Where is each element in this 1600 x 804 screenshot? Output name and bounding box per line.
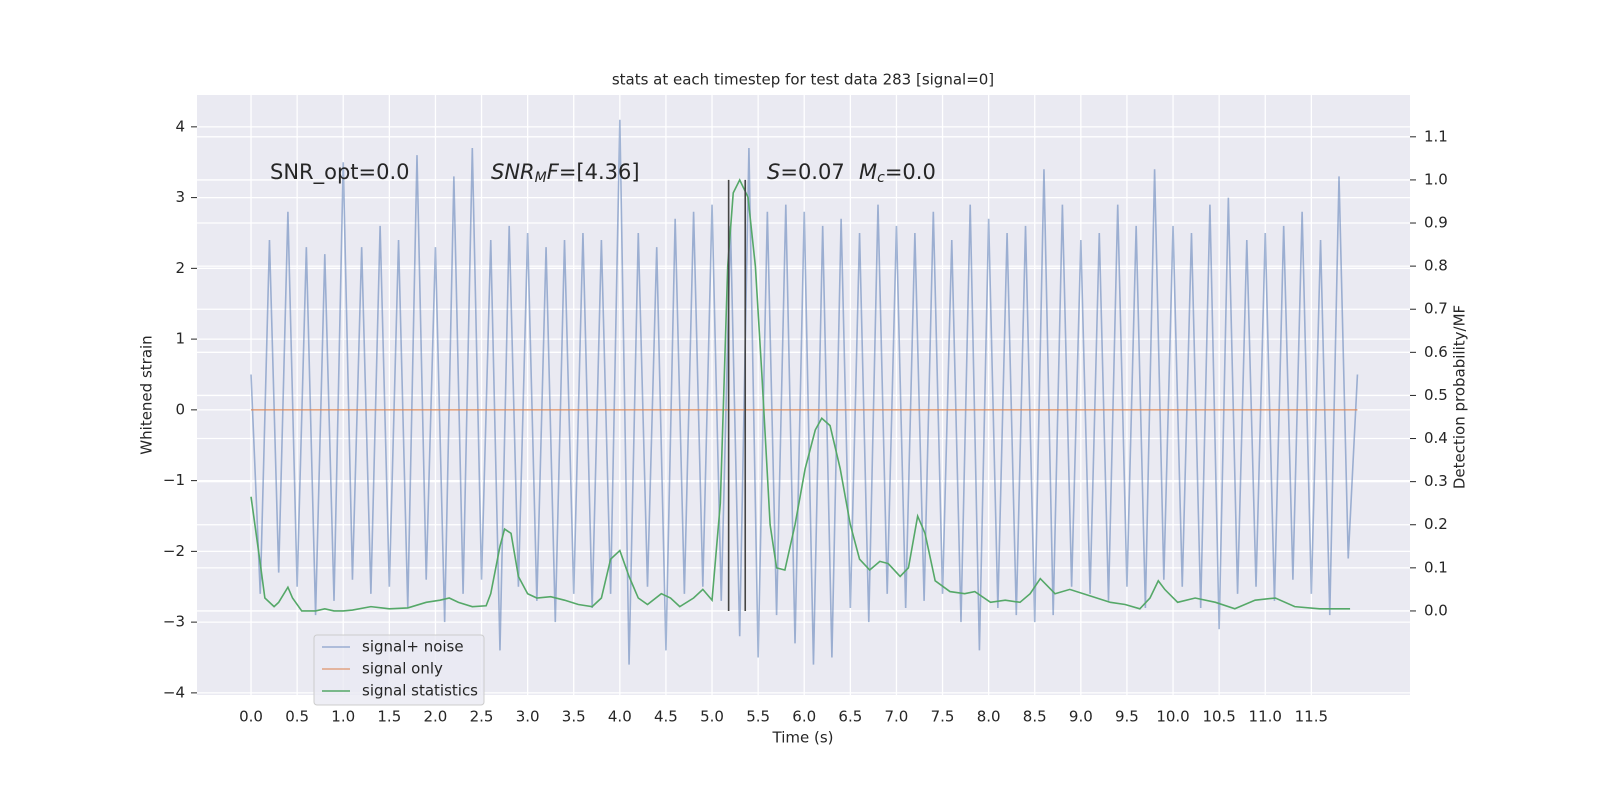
y-tick-label: 4 <box>175 117 185 135</box>
x-tick-label: 6.0 <box>792 708 816 726</box>
x-tick-label: 3.0 <box>516 708 540 726</box>
y2-tick-label: 0.8 <box>1424 257 1448 275</box>
legend: signal+ noise signal only signal statistic… <box>313 634 485 706</box>
x-tick-label: 0.5 <box>285 708 309 726</box>
x-tick-label: 2.5 <box>470 708 494 726</box>
x-tick-label: 2.0 <box>424 708 448 726</box>
annotation-part: SNR <box>491 160 535 184</box>
x-tick-label: 1.0 <box>331 708 355 726</box>
annotation-part: =0.0 <box>885 160 936 184</box>
annotation: SNRMF=[4.36] <box>491 160 640 186</box>
series-line <box>250 119 1359 665</box>
y2-tick-label: 0.7 <box>1424 300 1448 318</box>
x-tick-label: 7.0 <box>885 708 909 726</box>
x-tick-label: 10.5 <box>1202 708 1235 726</box>
y-tick-label: −3 <box>163 613 185 631</box>
annotation-part: M <box>859 160 877 184</box>
annotation: Mc=0.0 <box>859 160 936 186</box>
x-tick-label: 5.0 <box>700 708 724 726</box>
marks <box>250 119 1359 665</box>
legend-box <box>313 634 485 706</box>
y-tick-label: 1 <box>175 330 185 348</box>
y2-axis-label: Detection probability/MF <box>1451 305 1469 489</box>
y2-tick-label: 0.6 <box>1424 343 1448 361</box>
y-tick-label: 2 <box>175 259 185 277</box>
y2-tick-label: 0.1 <box>1424 558 1448 576</box>
annotation: S=0.07 <box>767 160 845 184</box>
x-tick-label: 9.0 <box>1069 708 1093 726</box>
legend-label: signal only <box>362 660 443 678</box>
y-axis-label: Whitened strain <box>138 335 156 454</box>
x-tick-label: 1.5 <box>377 708 401 726</box>
x-tick-label: 0.0 <box>239 708 263 726</box>
y2-tick-label: 0.9 <box>1424 214 1448 232</box>
x-tick-label: 3.5 <box>562 708 586 726</box>
y-tick-label: 3 <box>175 188 185 206</box>
annotation: SNR_opt=0.0 <box>270 160 410 185</box>
x-tick-label: 4.5 <box>654 708 678 726</box>
x-tick-label: 7.5 <box>931 708 955 726</box>
y-tick-label: −4 <box>163 683 185 701</box>
y-tick-label: −1 <box>163 471 185 489</box>
annotation-part: S <box>767 160 780 184</box>
y2-tick-label: 0.3 <box>1424 472 1448 490</box>
annotation-part: c <box>877 170 885 186</box>
y2-tick-label: 0.2 <box>1424 515 1448 533</box>
x-axis-label: Time (s) <box>772 729 834 747</box>
y2-tick-label: 0.4 <box>1424 429 1448 447</box>
legend-label: signal+ noise <box>362 638 464 656</box>
y-tick-label: 0 <box>175 400 185 418</box>
y2-tick-label: 0.5 <box>1424 386 1448 404</box>
chart-title: stats at each timestep for test data 283… <box>612 71 994 89</box>
x-tick-label: 8.0 <box>977 708 1001 726</box>
x-tick-label: 9.5 <box>1115 708 1139 726</box>
x-tick-label: 8.5 <box>1023 708 1047 726</box>
y-tick-label: −2 <box>163 542 185 560</box>
x-tick-label: 5.5 <box>746 708 770 726</box>
y2-tick-label: 1.1 <box>1424 127 1448 145</box>
x-tick-label: 11.5 <box>1295 708 1328 726</box>
series-line <box>250 178 1351 612</box>
annotation-part: =[4.36] <box>559 160 640 184</box>
y2-tick-label: 1.0 <box>1424 170 1448 188</box>
x-tick-label: 11.0 <box>1249 708 1282 726</box>
x-tick-label: 6.5 <box>838 708 862 726</box>
x-tick-label: 4.0 <box>608 708 632 726</box>
y2-tick-label: 0.0 <box>1424 601 1448 619</box>
annotation-part: F <box>547 160 560 184</box>
x-tick-label: 10.0 <box>1156 708 1189 726</box>
annotation-part: SNR_opt=0.0 <box>270 160 410 185</box>
annotation-part: M <box>535 170 547 186</box>
annotation-part: =0.07 <box>780 160 844 184</box>
legend-label: signal statistics <box>362 682 478 700</box>
